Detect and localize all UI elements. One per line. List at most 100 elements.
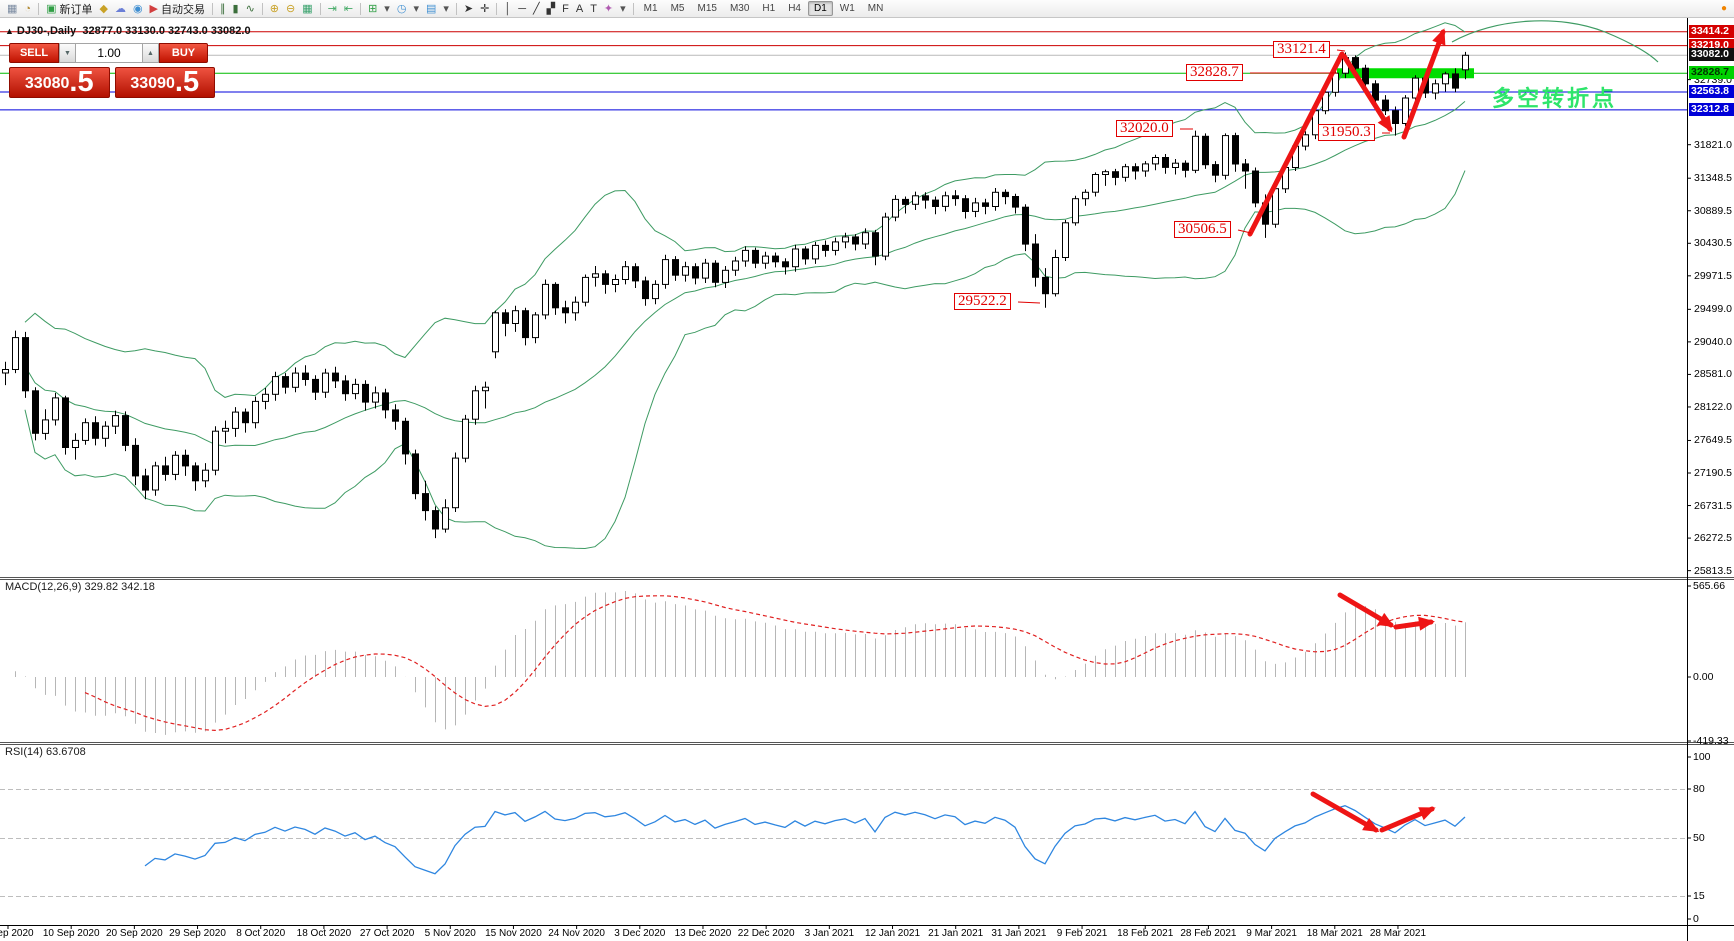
candle-body	[192, 465, 199, 482]
price-label-leader	[1237, 229, 1252, 234]
templates-icon[interactable]: ▤	[423, 1, 439, 17]
bollinger-middle-band	[24, 101, 1466, 447]
toolbar-separator	[632, 2, 634, 15]
timeframe-h4[interactable]: H4	[788, 3, 801, 14]
arrows-dropdown-arrow[interactable]: ▾	[617, 1, 629, 17]
sell-price[interactable]: 33080.5	[9, 67, 110, 98]
trend-arrow[interactable]	[1379, 806, 1436, 833]
vertical-line-icon[interactable]: │	[501, 1, 514, 17]
timeframe-d1[interactable]: D1	[807, 1, 833, 16]
candle-body	[612, 279, 619, 285]
candle-body	[172, 454, 179, 475]
candle-body	[252, 400, 259, 424]
trend-arrow[interactable]	[1341, 53, 1393, 133]
candle-body	[102, 425, 109, 439]
timeframe-m5[interactable]: M5	[670, 3, 685, 14]
fibonacci-icon[interactable]: F	[559, 1, 572, 17]
period-dropdown-arrow[interactable]: ▾	[410, 1, 422, 17]
trend-arrow[interactable]	[1393, 616, 1435, 631]
candlestick-chart-icon: ▮	[232, 2, 239, 15]
new-order-icon[interactable]: ▣ 新订单	[43, 1, 95, 17]
period-dropdown-arrow: ▾	[413, 2, 419, 15]
volume-decrease-button[interactable]: ▼	[59, 43, 76, 63]
alert-icon[interactable]: ●	[1720, 3, 1727, 14]
zoom-in-icon[interactable]: ⊕	[267, 1, 282, 17]
zoom-out-icon[interactable]: ⊖	[283, 1, 298, 17]
auto-scroll-icon[interactable]: ⇥	[325, 1, 340, 17]
crosshair-icon[interactable]: ✛	[477, 1, 492, 17]
timeframe-m15[interactable]: M15	[697, 3, 717, 14]
timeframe-m30[interactable]: M30	[729, 3, 750, 14]
support-resistance-bar[interactable]	[1337, 68, 1474, 79]
volume-input[interactable]	[76, 43, 142, 63]
publish-icon[interactable]: ☁	[112, 1, 129, 17]
candle-body	[1442, 73, 1449, 85]
candle-body	[952, 195, 959, 200]
cursor-icon[interactable]: ➤	[461, 1, 476, 17]
autotrading-icon[interactable]: ▶ 自动交易	[147, 1, 208, 17]
channel-icon: ▞	[546, 2, 556, 15]
indicator-dropdown-arrow[interactable]: ▾	[381, 1, 393, 17]
timeframe-h1[interactable]: H1	[762, 3, 776, 14]
candle-body	[42, 419, 49, 434]
buy-button[interactable]: BUY	[159, 43, 208, 63]
sell-button[interactable]: SELL	[9, 43, 59, 63]
volume-increase-button[interactable]: ▲	[142, 43, 159, 63]
cursor-icon: ➤	[463, 2, 474, 15]
candle-body	[862, 232, 869, 245]
candle-body	[332, 372, 339, 382]
trend-arrow[interactable]	[1337, 592, 1395, 628]
tile-windows-icon[interactable]: ▦	[299, 1, 315, 17]
period-clock-icon[interactable]: ◷	[394, 1, 410, 17]
text-icon[interactable]: A	[573, 1, 586, 17]
bar-chart-icon[interactable]: ∥	[217, 1, 229, 17]
signals-icon[interactable]: ◉	[130, 1, 146, 17]
candle-body	[362, 383, 369, 403]
templates-dropdown-arrow[interactable]: ▾	[440, 1, 452, 17]
candle-body	[752, 249, 759, 264]
timeframe-m1[interactable]: M1	[643, 3, 658, 14]
price-label-leader	[1017, 301, 1041, 304]
timeframe-w1[interactable]: W1	[839, 3, 855, 14]
candle-body	[682, 266, 689, 276]
vertical-line-icon: │	[504, 2, 512, 15]
market-watch-icon[interactable]: ◔	[21, 1, 34, 17]
candle-body	[1172, 162, 1179, 168]
chart-title: ▲ DJ30-,Daily 32877.0 33130.0 32743.0 330…	[5, 25, 251, 37]
trendline-icon[interactable]: ╱	[530, 1, 543, 17]
candle-body	[282, 376, 289, 388]
timeframe-mn[interactable]: MN	[867, 3, 884, 14]
candle-body	[962, 198, 969, 212]
trend-arrow[interactable]	[1247, 51, 1345, 237]
candle-body	[1252, 170, 1259, 204]
candle-body	[1012, 196, 1019, 208]
chart-shift-icon[interactable]: ⇤	[341, 1, 356, 17]
horizontal-line-icon[interactable]: ─	[515, 1, 529, 17]
line-chart-icon[interactable]: ∿	[243, 1, 258, 17]
candle-body	[1162, 157, 1169, 168]
charts-window-icon[interactable]: ▦	[4, 1, 20, 17]
candle-body	[132, 444, 139, 477]
candle-body	[942, 195, 949, 207]
period-clock-icon: ◷	[396, 2, 407, 15]
add-indicator-icon[interactable]: ⊞	[365, 1, 380, 17]
trend-arrow[interactable]	[1310, 791, 1380, 833]
buy-price[interactable]: 33090.5	[114, 67, 215, 98]
candle-body	[1022, 206, 1029, 245]
arrows-icon[interactable]: ✦	[601, 1, 616, 17]
chart-style-icon[interactable]: ◆	[96, 1, 110, 17]
candle-body	[152, 465, 159, 491]
candlestick-chart-icon[interactable]: ▮	[230, 1, 242, 17]
candle-body	[982, 202, 989, 207]
candle-body	[582, 276, 589, 303]
trend-arrow[interactable]	[1401, 28, 1446, 140]
candle-body	[202, 469, 209, 482]
candle-body	[372, 392, 379, 403]
candle-body	[412, 453, 419, 495]
candle-body	[1062, 222, 1069, 259]
candle-body	[762, 255, 769, 264]
channel-icon[interactable]: ▞	[544, 1, 558, 17]
text-label-icon[interactable]: T	[587, 1, 600, 17]
